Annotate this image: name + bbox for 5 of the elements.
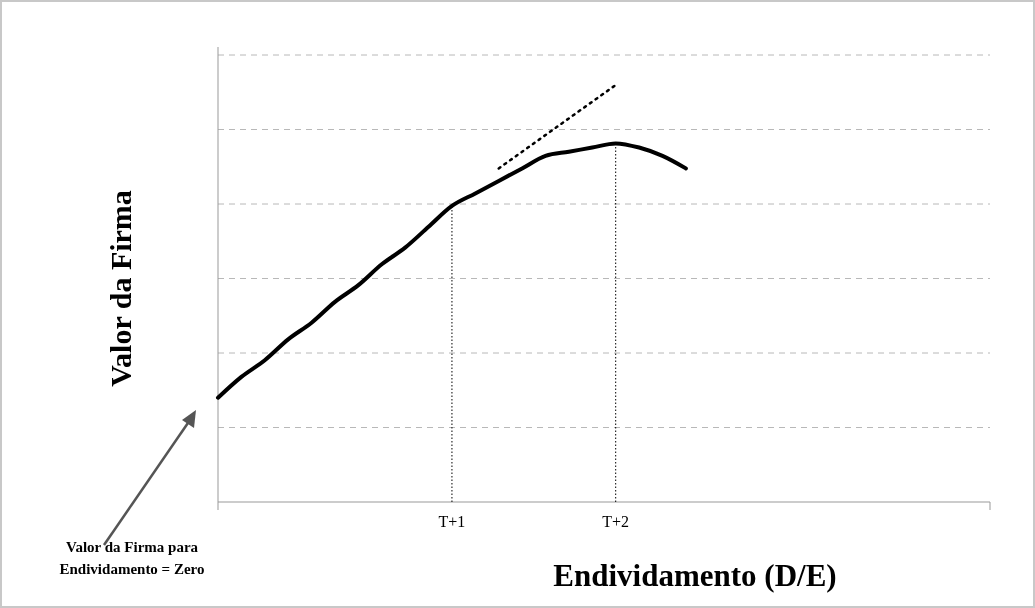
x-tick-label: T+1 [438,513,466,530]
text: Valor da Firma para Endividamento = Zero [59,539,205,577]
x-tick-label: T+2 [602,513,630,530]
y-axis-title: Valor da Firma [104,190,137,387]
x-axis-title: Endividamento (D/E) [553,558,837,593]
